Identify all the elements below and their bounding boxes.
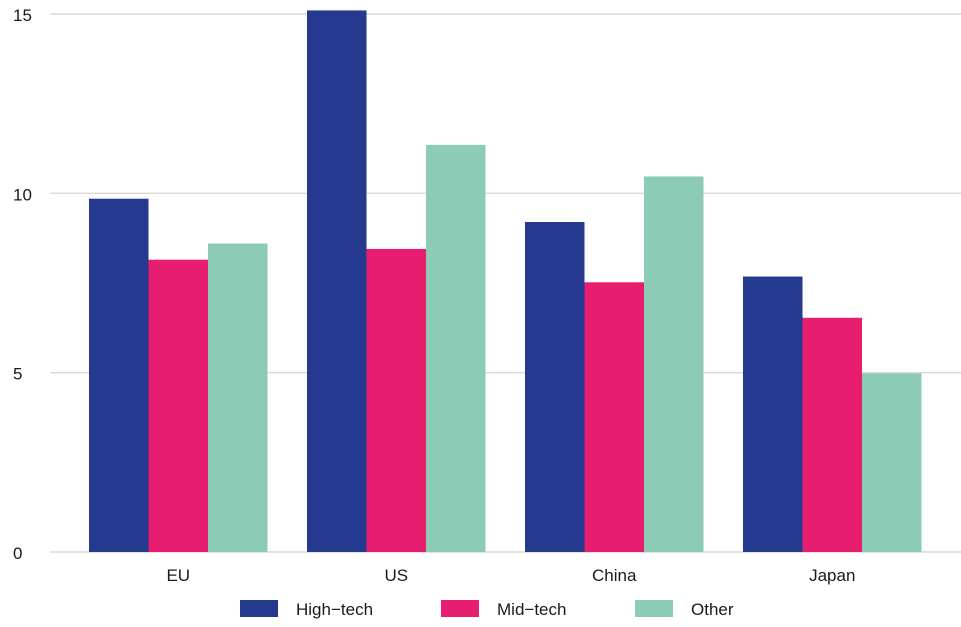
- y-tick-label: 10: [13, 185, 32, 204]
- bar: [584, 282, 644, 552]
- x-axis-ticks: EU US China Japan: [166, 566, 855, 585]
- y-tick-label: 5: [13, 365, 22, 384]
- legend-swatch: [240, 600, 278, 617]
- x-tick-label: China: [592, 566, 637, 585]
- y-tick-label: 15: [13, 6, 32, 25]
- bar: [148, 259, 208, 552]
- bar: [525, 222, 585, 552]
- legend-swatch: [441, 600, 479, 617]
- x-tick-label: EU: [166, 566, 190, 585]
- legend-swatch: [635, 600, 673, 617]
- bar: [426, 144, 486, 552]
- bars: [89, 10, 922, 553]
- bar: [802, 317, 862, 552]
- x-tick-label: US: [384, 566, 408, 585]
- y-tick-label: 0: [13, 544, 22, 563]
- legend-label: Other: [691, 600, 734, 619]
- bar: [644, 176, 704, 552]
- bar: [208, 243, 268, 552]
- x-tick-label: Japan: [809, 566, 855, 585]
- legend-label: Mid−tech: [497, 600, 566, 619]
- bar: [743, 276, 803, 552]
- y-axis-ticks: 0 5 10 15: [13, 6, 32, 563]
- bar: [89, 198, 149, 553]
- bar: [862, 373, 922, 552]
- legend-label: High−tech: [296, 600, 373, 619]
- bar: [307, 10, 367, 553]
- bar: [366, 248, 426, 552]
- legend: High−tech Mid−tech Other: [240, 600, 734, 619]
